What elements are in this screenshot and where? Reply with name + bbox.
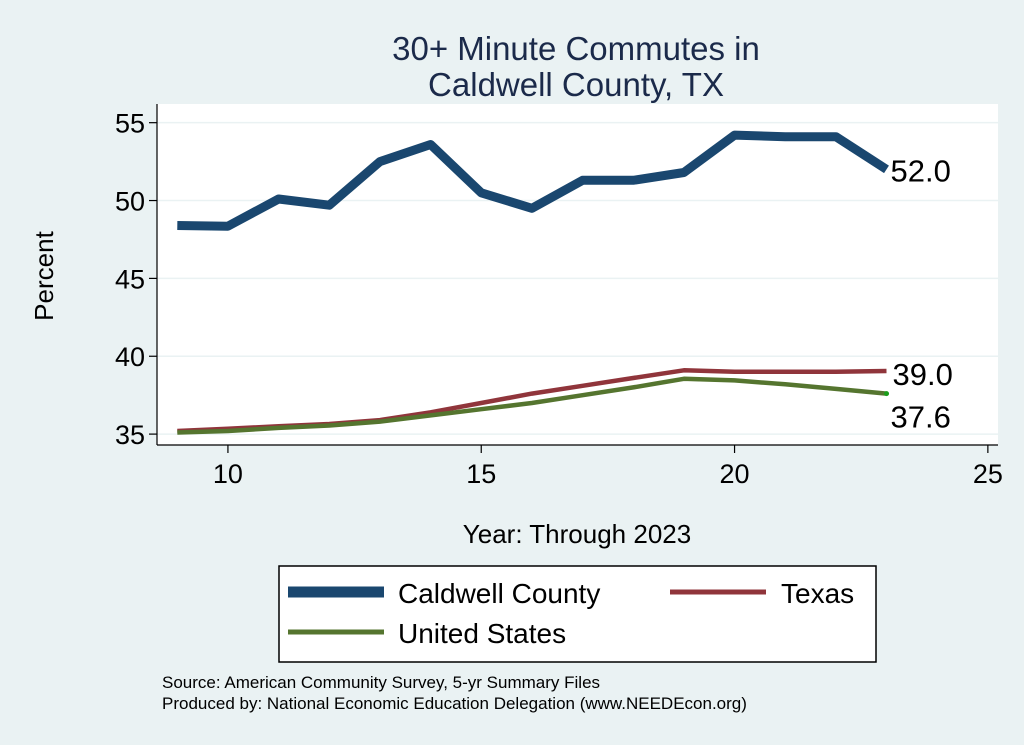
end-marker-united-states: [884, 391, 890, 397]
x-axis-title: Year: Through 2023: [463, 519, 691, 549]
legend-label-caldwell-county: Caldwell County: [398, 578, 600, 609]
y-tick-label-45: 45: [115, 264, 145, 294]
end-label-united-states: 37.6: [891, 400, 951, 435]
legend-label-united-states: United States: [398, 618, 566, 649]
y-tick-label-35: 35: [115, 420, 145, 450]
x-tick-label-25: 25: [973, 459, 1003, 489]
chart-title-line-2: Caldwell County, TX: [428, 66, 724, 103]
axes: 35 40 45 50 55 10 15 20 25: [115, 104, 1003, 489]
series-lines: [177, 130, 889, 435]
series-line-united-states: [177, 376, 887, 435]
legend: Caldwell County Texas United States: [278, 565, 877, 663]
x-tick-label-20: 20: [720, 459, 750, 489]
legend-label-texas: Texas: [781, 578, 854, 609]
end-labels: 52.0 39.0 37.6: [884, 153, 953, 435]
producer-note: Produced by: National Economic Education…: [162, 694, 747, 713]
series-line-caldwell-county: [177, 130, 889, 231]
chart-title-line-1: 30+ Minute Commutes in: [392, 30, 760, 67]
end-label-caldwell-county: 52.0: [891, 153, 951, 188]
x-tick-label-15: 15: [466, 459, 496, 489]
y-tick-label-55: 55: [115, 109, 145, 139]
y-tick-label-50: 50: [115, 187, 145, 217]
end-label-texas: 39.0: [893, 357, 953, 392]
source-note: Source: American Community Survey, 5-yr …: [162, 673, 600, 692]
x-tick-label-10: 10: [213, 459, 243, 489]
y-tick-label-40: 40: [115, 342, 145, 372]
y-axis-title: Percent: [29, 230, 59, 320]
legend-box: [278, 565, 877, 663]
